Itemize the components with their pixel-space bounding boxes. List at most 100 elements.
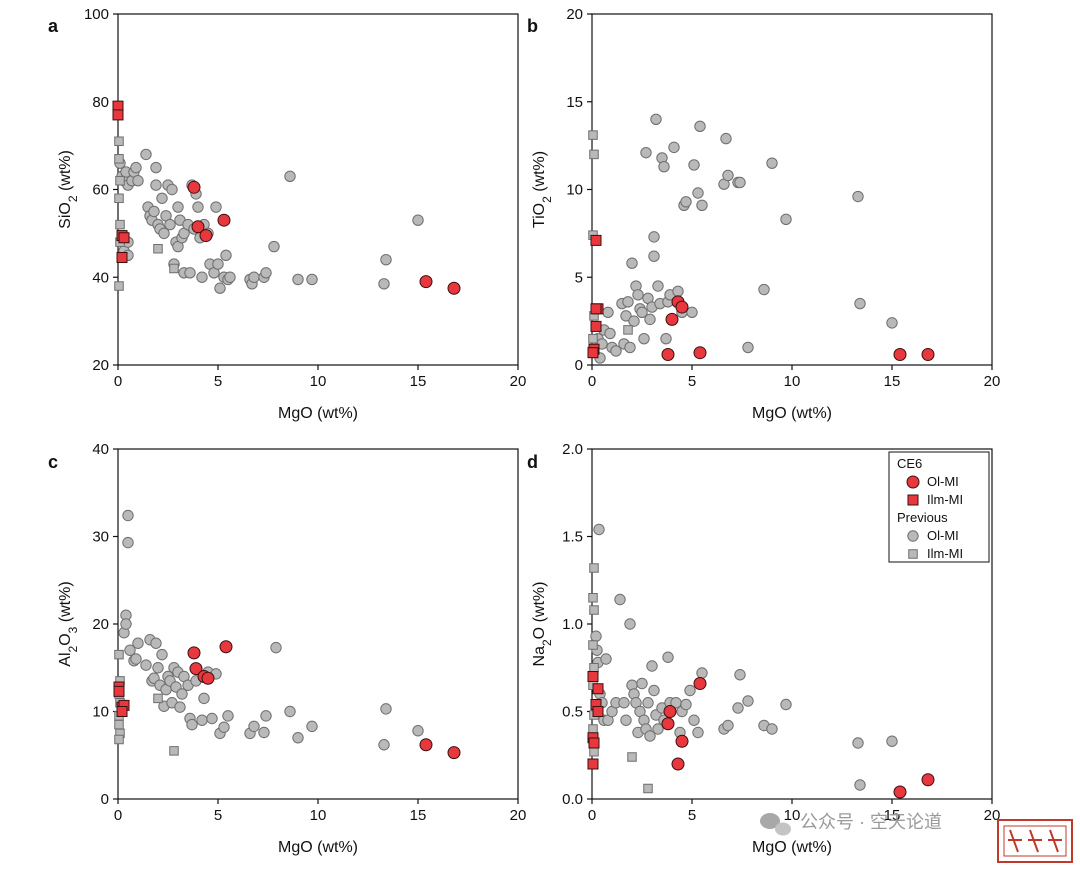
data-point xyxy=(636,306,648,319)
y-tick-label: 20 xyxy=(92,616,109,633)
data-point xyxy=(284,705,296,718)
y-axis-title: SiO2 (wt%) xyxy=(57,150,80,229)
legend-group-title: Previous xyxy=(897,510,948,525)
data-point xyxy=(623,325,633,335)
y-tick-label: 40 xyxy=(92,269,109,286)
data-point xyxy=(248,271,260,283)
data-point xyxy=(588,130,598,140)
data-point xyxy=(742,341,754,354)
data-point xyxy=(604,327,616,340)
data-point xyxy=(589,563,599,573)
data-point xyxy=(622,296,634,308)
data-point xyxy=(130,161,142,174)
y-tick-label: 40 xyxy=(92,441,109,458)
data-point xyxy=(675,300,689,314)
data-point xyxy=(156,648,168,661)
data-point xyxy=(620,714,632,726)
data-point xyxy=(886,735,898,747)
data-point xyxy=(260,267,272,279)
x-tick-label: 20 xyxy=(510,807,527,824)
series-ce6-ilm-mi xyxy=(587,671,604,770)
data-point xyxy=(852,737,864,749)
data-point xyxy=(248,720,260,733)
data-point xyxy=(114,154,124,164)
data-point xyxy=(210,201,222,213)
data-point xyxy=(172,201,184,213)
data-point xyxy=(686,306,698,319)
data-point xyxy=(150,179,162,191)
data-point xyxy=(734,176,746,189)
data-point xyxy=(668,141,680,154)
data-point xyxy=(648,684,660,697)
legend-item-label: Ol-MI xyxy=(927,528,959,543)
data-point xyxy=(153,693,163,704)
series-previous-ol-mi xyxy=(590,523,898,791)
data-point xyxy=(156,192,168,204)
data-point xyxy=(306,720,318,733)
legend-marker xyxy=(908,549,918,559)
data-point xyxy=(152,662,164,674)
series-previous-ol-mi xyxy=(592,113,898,364)
data-point xyxy=(187,180,201,194)
y-axis-title-subscript: 2 xyxy=(66,645,80,652)
data-point xyxy=(378,278,390,290)
x-tick-label: 20 xyxy=(510,373,527,390)
data-point xyxy=(921,773,935,787)
data-point xyxy=(114,649,124,660)
data-point xyxy=(720,132,732,145)
data-point xyxy=(260,710,272,722)
data-point xyxy=(164,218,176,231)
data-point xyxy=(658,160,670,173)
watermark-text: 公众号 · 空天论道 xyxy=(800,812,942,832)
stamp-inner-border xyxy=(1003,825,1067,857)
data-point xyxy=(732,702,744,714)
legend-item-label: Ilm-MI xyxy=(927,492,963,507)
wechat-icon xyxy=(760,813,791,836)
data-point xyxy=(734,669,746,681)
y-tick-label: 0.5 xyxy=(562,704,583,721)
data-point xyxy=(766,723,778,735)
data-point xyxy=(588,333,598,344)
y-axis-title-subscript: 2 xyxy=(540,196,554,203)
data-point xyxy=(593,523,605,536)
data-point xyxy=(893,347,907,361)
y-tick-label: 1.0 xyxy=(562,616,583,633)
data-point xyxy=(587,347,599,359)
panel-letter: c xyxy=(48,452,58,472)
data-point xyxy=(780,213,792,226)
series-ce6-ilm-mi xyxy=(113,681,130,717)
y-tick-label: 10 xyxy=(566,182,583,199)
data-point xyxy=(169,263,179,274)
data-point xyxy=(766,157,778,169)
data-point xyxy=(680,698,692,711)
y-tick-label: 20 xyxy=(566,6,583,23)
data-point xyxy=(176,688,188,700)
data-point xyxy=(122,536,134,549)
legend-marker xyxy=(907,530,919,542)
data-point xyxy=(652,723,664,735)
data-point xyxy=(590,320,602,332)
data-point xyxy=(644,313,656,326)
y-axis-title: Al2O3 (wt%) xyxy=(57,581,80,666)
wechat-bubble-small xyxy=(775,822,791,836)
data-point xyxy=(184,267,196,279)
y-axis-title-unit: (wt%) xyxy=(531,582,548,627)
data-point xyxy=(153,243,163,254)
data-point xyxy=(132,175,144,187)
data-point xyxy=(662,651,674,663)
data-point xyxy=(140,148,152,161)
data-point xyxy=(412,214,424,226)
data-point xyxy=(588,593,598,603)
y-tick-label: 15 xyxy=(566,94,583,111)
series-previous-ol-mi xyxy=(118,509,424,751)
data-point xyxy=(589,747,599,757)
y-tick-label: 0 xyxy=(575,357,583,374)
data-point xyxy=(660,332,672,345)
data-point xyxy=(284,170,296,183)
data-point xyxy=(590,303,602,315)
data-point xyxy=(198,692,210,705)
data-point xyxy=(140,659,152,671)
data-point xyxy=(220,249,232,262)
data-point xyxy=(661,717,675,731)
data-point xyxy=(189,662,203,676)
